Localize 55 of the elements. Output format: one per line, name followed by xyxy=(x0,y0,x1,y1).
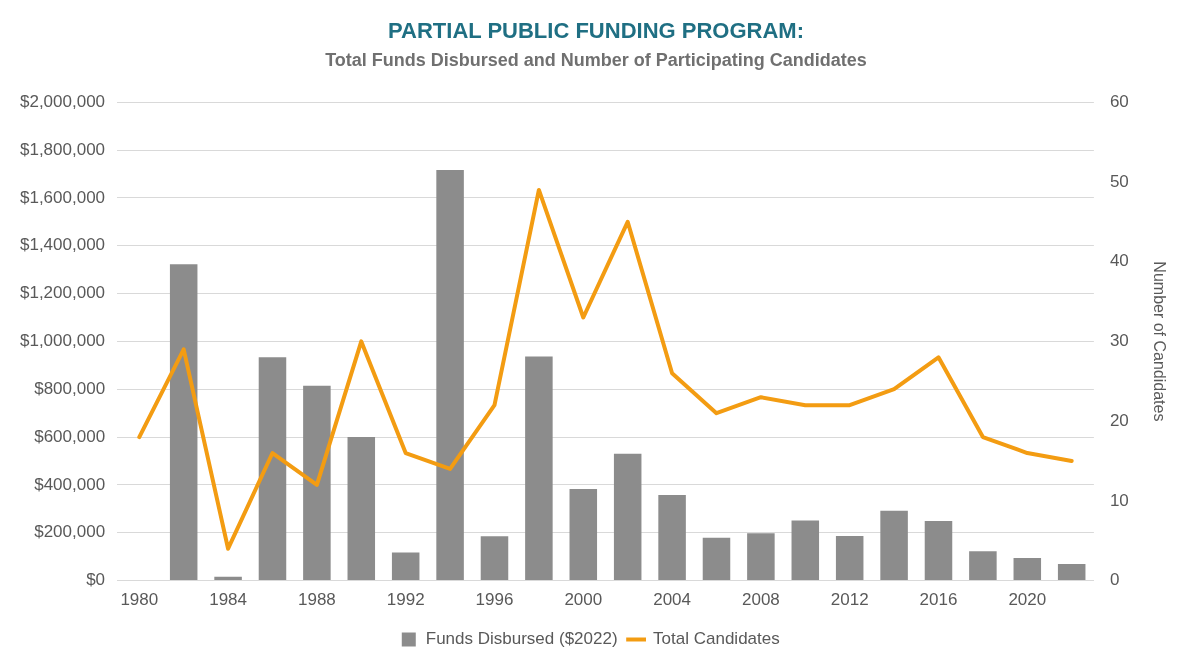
y2-tick-label: 0 xyxy=(1109,570,1120,590)
y2-tick-label: 30 xyxy=(1109,331,1129,351)
bar xyxy=(702,537,731,581)
bar xyxy=(880,510,908,581)
bar xyxy=(258,357,287,581)
y-tick-label: $1,800,000 xyxy=(19,139,106,159)
bar xyxy=(303,385,331,581)
bar xyxy=(1013,557,1042,581)
bar xyxy=(525,356,553,581)
bar xyxy=(969,551,997,581)
x-tick-label: 2012 xyxy=(830,590,869,610)
x-tick-label: 1984 xyxy=(209,590,247,610)
y-tick-label: $1,200,000 xyxy=(19,283,106,303)
bar xyxy=(214,576,242,581)
x-tick-label: 2004 xyxy=(653,590,691,610)
y2-tick-label: 40 xyxy=(1109,251,1129,271)
x-tick-label: 2000 xyxy=(564,590,603,610)
y2-tick-label: 50 xyxy=(1109,171,1129,191)
x-tick-label: 1980 xyxy=(120,590,159,610)
x-tick-label: 2016 xyxy=(919,590,958,610)
x-tick-label: 2020 xyxy=(1008,590,1047,610)
y-tick-label: $1,600,000 xyxy=(19,187,106,207)
chart-subtitle: Total Funds Disbursed and Number of Participating Candidates xyxy=(324,50,868,71)
bar xyxy=(835,536,864,581)
x-tick-label: 1992 xyxy=(386,590,425,610)
bar xyxy=(347,437,376,581)
x-tick-label: 1996 xyxy=(475,590,514,610)
legend-label: Funds Disbursed ($2022) xyxy=(425,629,618,649)
bar xyxy=(658,494,686,581)
bar xyxy=(924,521,953,581)
y-tick-label: $1,000,000 xyxy=(19,331,106,351)
bar xyxy=(791,520,820,581)
y-tick-label: $800,000 xyxy=(34,378,106,398)
y-tick-label: $600,000 xyxy=(34,426,106,446)
y-tick-label: $2,000,000 xyxy=(19,91,106,111)
y2-tick-label: 20 xyxy=(1109,410,1129,430)
y2-tick-label: 10 xyxy=(1109,490,1129,510)
y2-axis-title: Number of Candidates xyxy=(1150,261,1168,422)
y-tick-label: $1,400,000 xyxy=(19,235,106,255)
bar xyxy=(480,536,509,581)
y-tick-label: $0 xyxy=(86,570,106,590)
bar xyxy=(1057,564,1086,581)
bar xyxy=(436,169,464,581)
bar xyxy=(747,533,775,581)
y2-tick-label: 60 xyxy=(1109,91,1129,111)
chart-title: PARTIAL PUBLIC FUNDING PROGRAM: xyxy=(387,18,805,44)
y-tick-label: $400,000 xyxy=(34,474,106,494)
legend-label: Total Candidates xyxy=(653,629,780,649)
bar xyxy=(569,488,598,581)
bar xyxy=(391,552,420,581)
y-tick-label: $200,000 xyxy=(34,522,106,542)
bar xyxy=(169,264,198,581)
bar xyxy=(613,453,642,581)
x-tick-label: 2008 xyxy=(741,590,780,610)
x-tick-label: 1988 xyxy=(297,590,336,610)
